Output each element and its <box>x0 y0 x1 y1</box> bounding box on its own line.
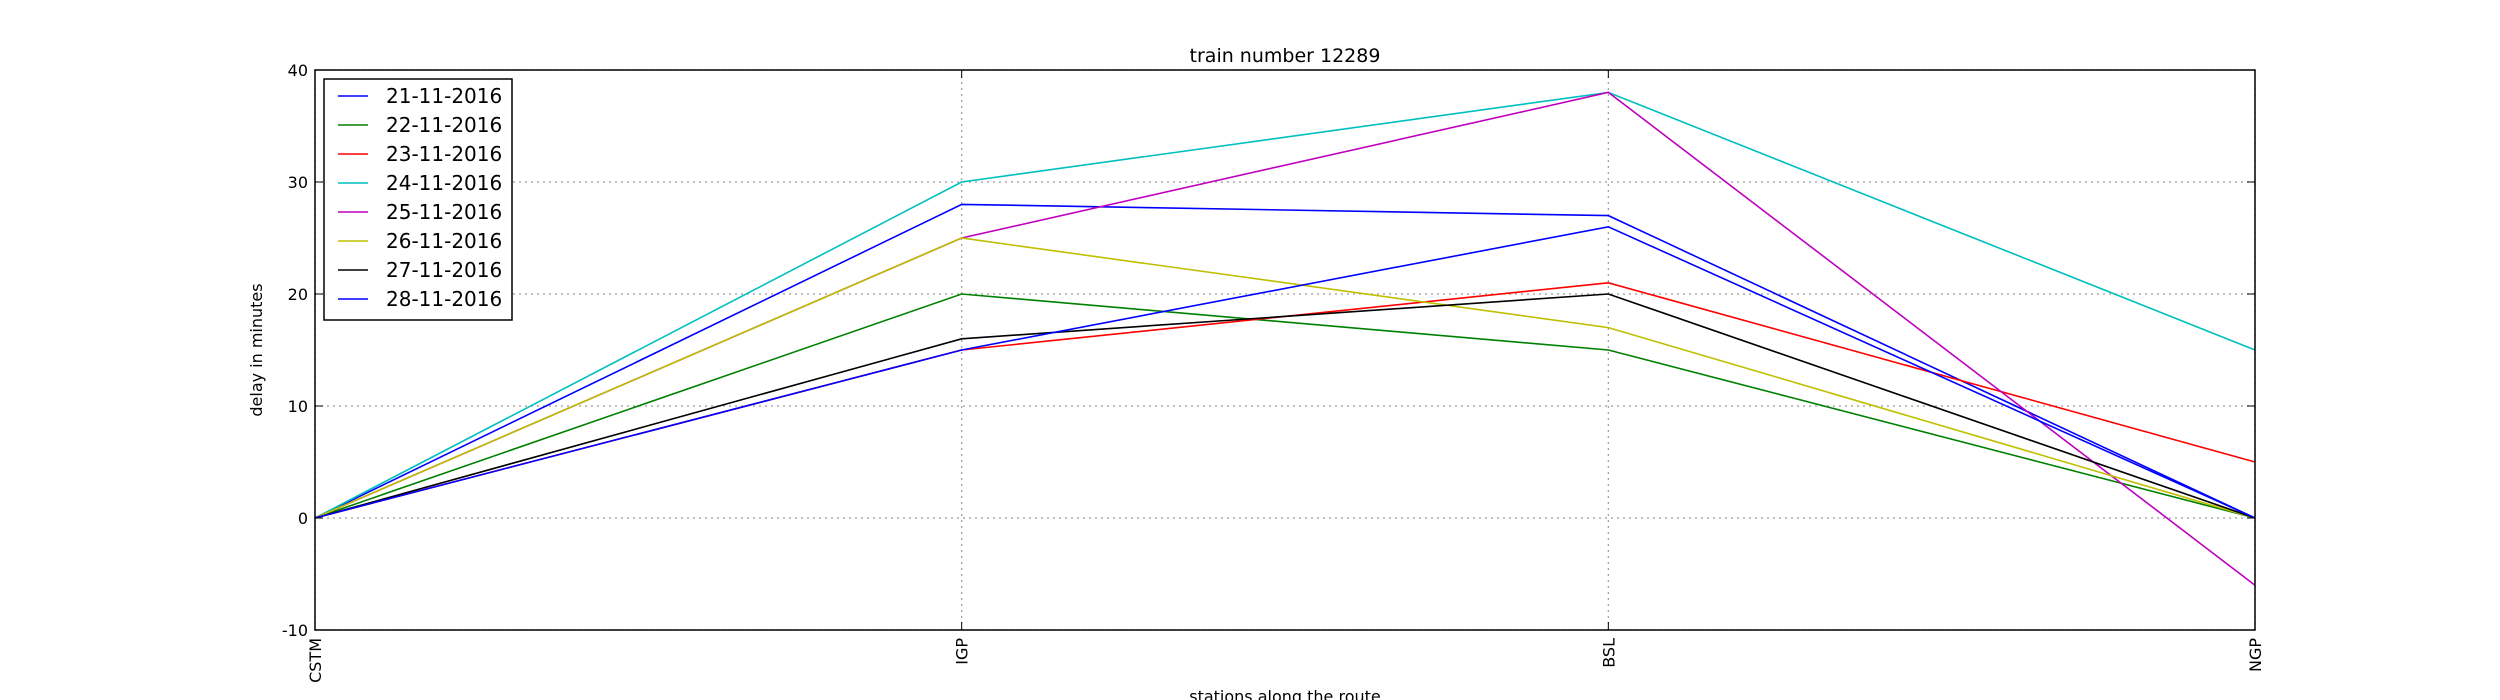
x-tick-label: CSTM <box>306 638 325 683</box>
y-tick-label: 20 <box>288 285 308 304</box>
legend-entry-label: 26-11-2016 <box>386 229 502 253</box>
chart-title: train number 12289 <box>1190 45 1381 67</box>
legend-entry-label: 23-11-2016 <box>386 142 502 166</box>
legend-entry-label: 21-11-2016 <box>386 84 502 108</box>
series-line-23-11-2016 <box>314 281 2256 519</box>
x-tick-label: BSL <box>1599 638 1618 668</box>
series-line-25-11-2016 <box>314 91 2256 586</box>
x-tick-label: IGP <box>953 638 972 665</box>
legend: 21-11-2016 22-11-2016 23-11-2016 24-11-2016… <box>323 78 513 321</box>
legend-entry-label: 27-11-2016 <box>386 258 502 282</box>
series-line-28-11-2016 <box>314 225 2256 519</box>
series-line-22-11-2016 <box>314 293 2256 519</box>
legend-entry-label: 25-11-2016 <box>386 200 502 224</box>
legend-entry-label: 22-11-2016 <box>386 113 502 137</box>
y-tick-label: -10 <box>282 621 308 640</box>
series-line-27-11-2016 <box>314 293 2256 519</box>
series-lines <box>314 91 2256 586</box>
y-axis-ticks: -10 0 10 20 30 40 <box>282 61 2255 640</box>
grid-lines <box>314 69 2256 631</box>
series-line-24-11-2016 <box>314 91 2256 519</box>
legend-entry-label: 24-11-2016 <box>386 171 502 195</box>
series-line-21-11-2016 <box>314 203 2256 519</box>
y-tick-label: 10 <box>288 397 308 416</box>
y-tick-label: 30 <box>288 173 308 192</box>
x-tick-label: NGP <box>2246 638 2265 672</box>
legend-entry-label: 28-11-2016 <box>386 287 502 311</box>
y-tick-label: 40 <box>288 61 308 80</box>
y-tick-label: 0 <box>298 509 308 528</box>
x-axis-ticks: CSTM IGP BSL NGP <box>306 70 2265 683</box>
plot-area-frame <box>314 69 2256 631</box>
series-line-26-11-2016 <box>314 237 2256 519</box>
y-axis-label: delay in minutes <box>247 283 266 416</box>
x-axis-label: stations along the route <box>1189 687 1381 700</box>
legend-frame <box>323 78 513 321</box>
